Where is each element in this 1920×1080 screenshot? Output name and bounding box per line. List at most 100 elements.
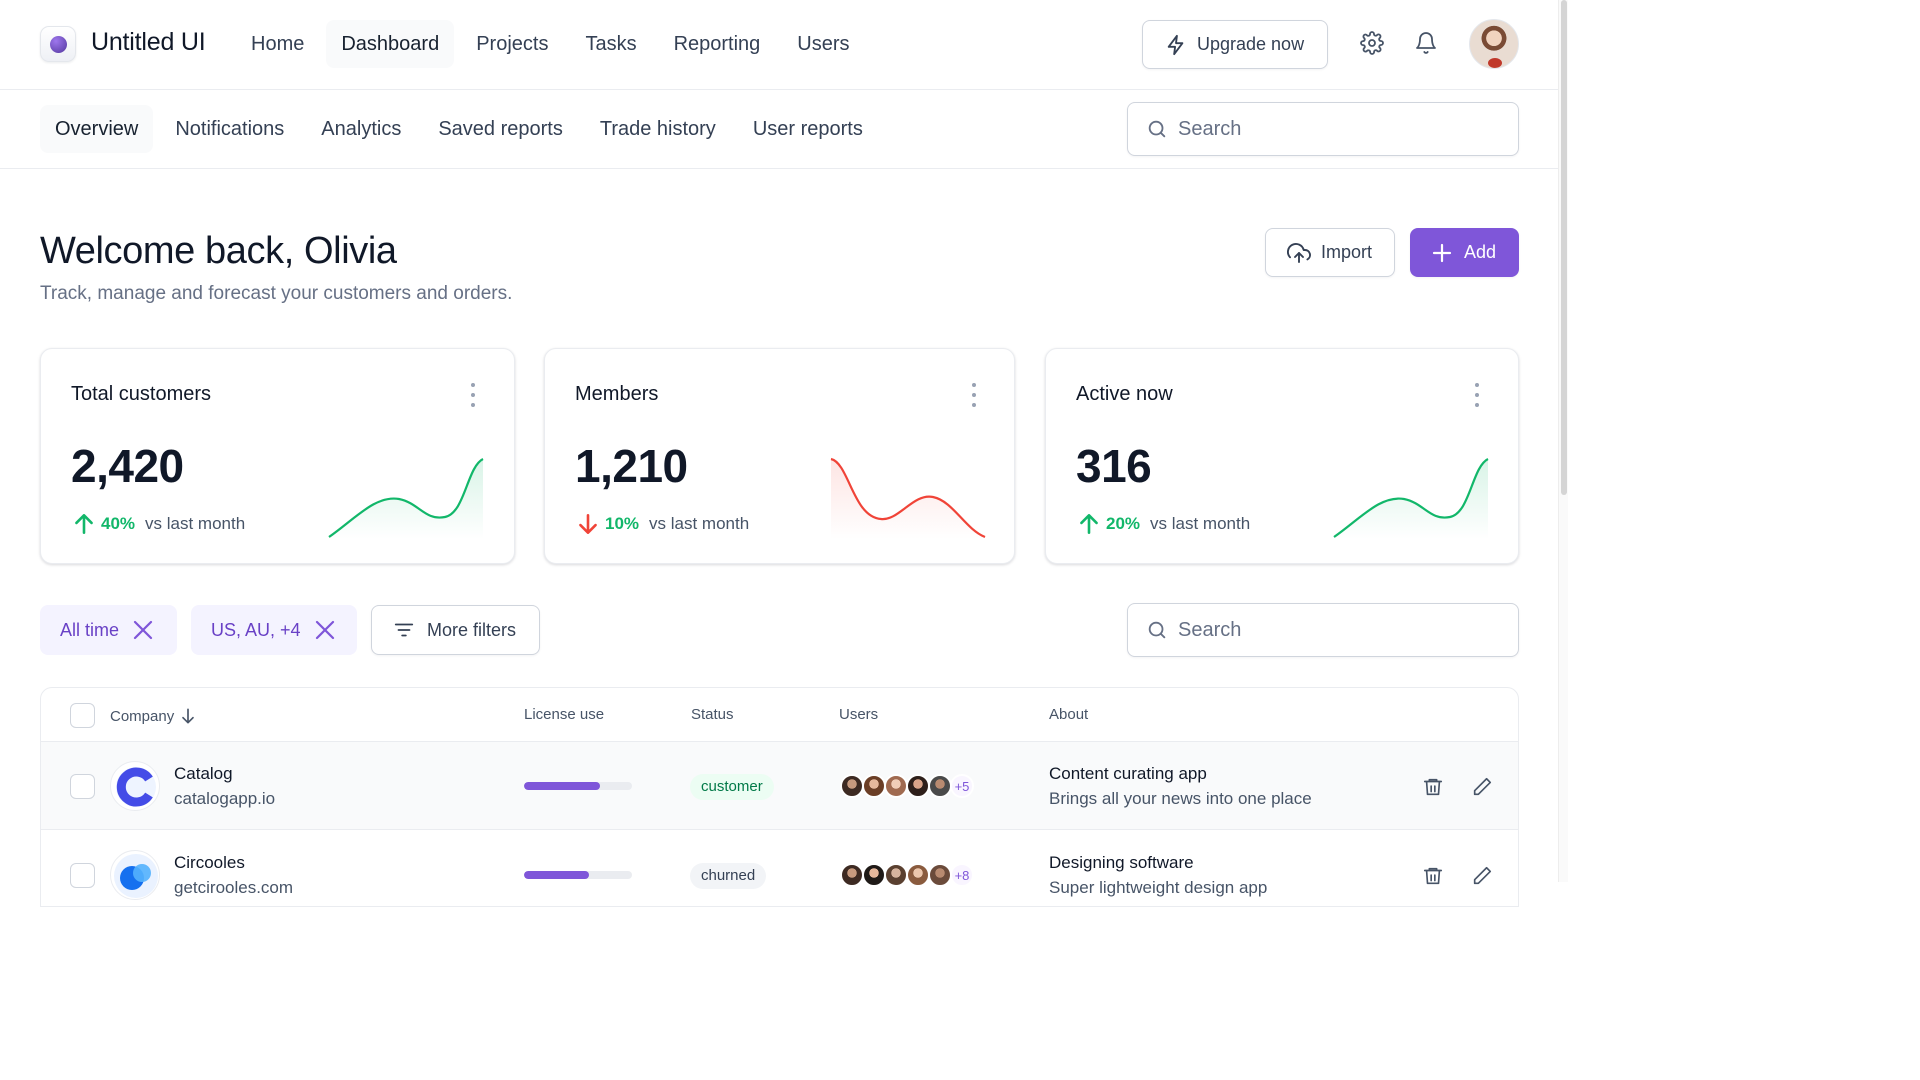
select-all-checkbox[interactable] (70, 703, 95, 728)
add-button[interactable]: Add (1410, 228, 1519, 277)
filter-chip-region[interactable]: US, AU, +4 (191, 605, 357, 655)
delete-button[interactable] (1422, 865, 1444, 887)
column-header-company[interactable]: Company (110, 706, 198, 726)
cloud-upload-icon (1287, 242, 1311, 263)
column-header-license-use[interactable]: License use (524, 706, 605, 723)
about-subtitle: Brings all your news into one place (1049, 789, 1312, 808)
table-row[interactable]: Catalog catalogapp.io customer +5 Conten… (41, 742, 1518, 830)
more-filters-button[interactable]: More filters (371, 605, 540, 655)
scrollbar-thumb[interactable] (1561, 0, 1567, 495)
catalog-logo-icon (116, 767, 156, 807)
logo-icon[interactable] (40, 26, 76, 62)
arrow-up-icon (1080, 514, 1098, 534)
more-vertical-icon[interactable] (1467, 381, 1487, 409)
column-header-label: Company (110, 707, 175, 725)
nav-item-dashboard[interactable]: Dashboard (326, 20, 455, 68)
circooles-logo-icon (114, 854, 158, 898)
about-subtitle: Super lightweight design app (1049, 878, 1268, 897)
stat-title: Members (575, 383, 659, 405)
company-name: Catalog (174, 764, 233, 783)
stat-title: Active now (1076, 383, 1173, 405)
tab-trade-history[interactable]: Trade history (599, 118, 716, 140)
license-progress-fill (524, 782, 600, 790)
avatar (862, 774, 886, 798)
avatar (906, 774, 930, 798)
search-icon (1148, 120, 1166, 138)
nav-item-users[interactable]: Users (797, 33, 850, 55)
stat-compare: vs last month (145, 514, 246, 533)
upgrade-button[interactable]: Upgrade now (1142, 20, 1328, 69)
user-avatar[interactable] (1469, 19, 1519, 69)
user-avatar-group: +5 (840, 774, 974, 798)
license-progress-bar (524, 782, 632, 790)
close-icon[interactable] (313, 618, 337, 642)
sparkline-chart (1333, 458, 1489, 539)
page-scrollbar[interactable] (1558, 0, 1568, 882)
table-row[interactable]: Circooles getcirooles.com churned +8 Des… (41, 831, 1518, 906)
bell-icon (1416, 32, 1436, 54)
stat-card-members: Members 1,210 10% vs last month (544, 348, 1015, 564)
row-checkbox[interactable] (70, 774, 95, 799)
pencil-icon (1473, 866, 1492, 885)
column-header-status[interactable]: Status (691, 706, 734, 723)
table-search-input[interactable] (1178, 618, 1498, 642)
about-title: Content curating app (1049, 764, 1207, 783)
company-logo (110, 761, 160, 811)
page-subtitle: Track, manage and forecast your customer… (40, 283, 513, 304)
tab-saved-reports[interactable]: Saved reports (438, 118, 563, 140)
stat-card-total-customers: Total customers 2,420 40% vs last month (40, 348, 515, 564)
column-header-users[interactable]: Users (839, 706, 879, 723)
app-name[interactable]: Untitled UI (91, 28, 206, 56)
avatar (928, 774, 952, 798)
sparkline-chart (830, 457, 986, 539)
companies-table: Company License use Status Users About C… (40, 687, 1519, 907)
stat-compare: vs last month (649, 514, 750, 533)
nav-item-home[interactable]: Home (251, 33, 305, 55)
company-name: Circooles (174, 853, 245, 872)
nav-item-projects[interactable]: Projects (476, 33, 549, 55)
secondary-navigation: Overview Notifications Analytics Saved r… (0, 90, 1568, 169)
avatar (862, 863, 886, 887)
close-icon[interactable] (131, 618, 155, 642)
tab-notifications[interactable]: Notifications (175, 118, 285, 140)
more-vertical-icon[interactable] (463, 381, 483, 409)
stat-trend: 10% vs last month (575, 511, 749, 537)
notifications-button[interactable] (1413, 30, 1439, 56)
trash-icon (1423, 867, 1443, 885)
header-search-input[interactable] (1178, 117, 1498, 141)
edit-button[interactable] (1471, 776, 1493, 798)
table-header: Company License use Status Users About (41, 688, 1518, 742)
filter-chip-label: US, AU, +4 (211, 619, 301, 640)
tab-analytics[interactable]: Analytics (321, 118, 402, 140)
edit-button[interactable] (1471, 865, 1493, 887)
avatar (840, 774, 864, 798)
company-logo (110, 850, 160, 900)
sparkline-chart (328, 458, 484, 539)
header-search[interactable] (1127, 102, 1519, 156)
import-button[interactable]: Import (1265, 228, 1395, 277)
tab-overview[interactable]: Overview (40, 105, 154, 153)
more-vertical-icon[interactable] (964, 381, 984, 409)
filter-chip-time[interactable]: All time (40, 605, 177, 655)
stat-change: 40% (101, 514, 136, 533)
avatar (884, 863, 908, 887)
delete-button[interactable] (1422, 776, 1444, 798)
user-avatar-group: +8 (840, 863, 974, 887)
nav-item-reporting[interactable]: Reporting (673, 33, 761, 55)
settings-button[interactable] (1359, 30, 1385, 56)
nav-item-tasks[interactable]: Tasks (585, 33, 637, 55)
stat-trend: 40% vs last month (71, 511, 245, 537)
avatar (928, 863, 952, 887)
row-checkbox[interactable] (70, 863, 95, 888)
company-domain: catalogapp.io (174, 789, 276, 808)
stat-value: 2,420 (71, 440, 184, 492)
upgrade-button-label: Upgrade now (1197, 34, 1305, 54)
tab-user-reports[interactable]: User reports (752, 118, 863, 140)
lightning-icon (1167, 34, 1184, 55)
avatar (906, 863, 930, 887)
column-header-about[interactable]: About (1049, 706, 1089, 723)
stat-card-active-now: Active now 316 20% vs last month (1045, 348, 1519, 564)
filter-chip-label: All time (60, 619, 120, 640)
table-search[interactable] (1127, 603, 1519, 657)
tab-bar: Overview Notifications Analytics Saved r… (40, 105, 885, 153)
